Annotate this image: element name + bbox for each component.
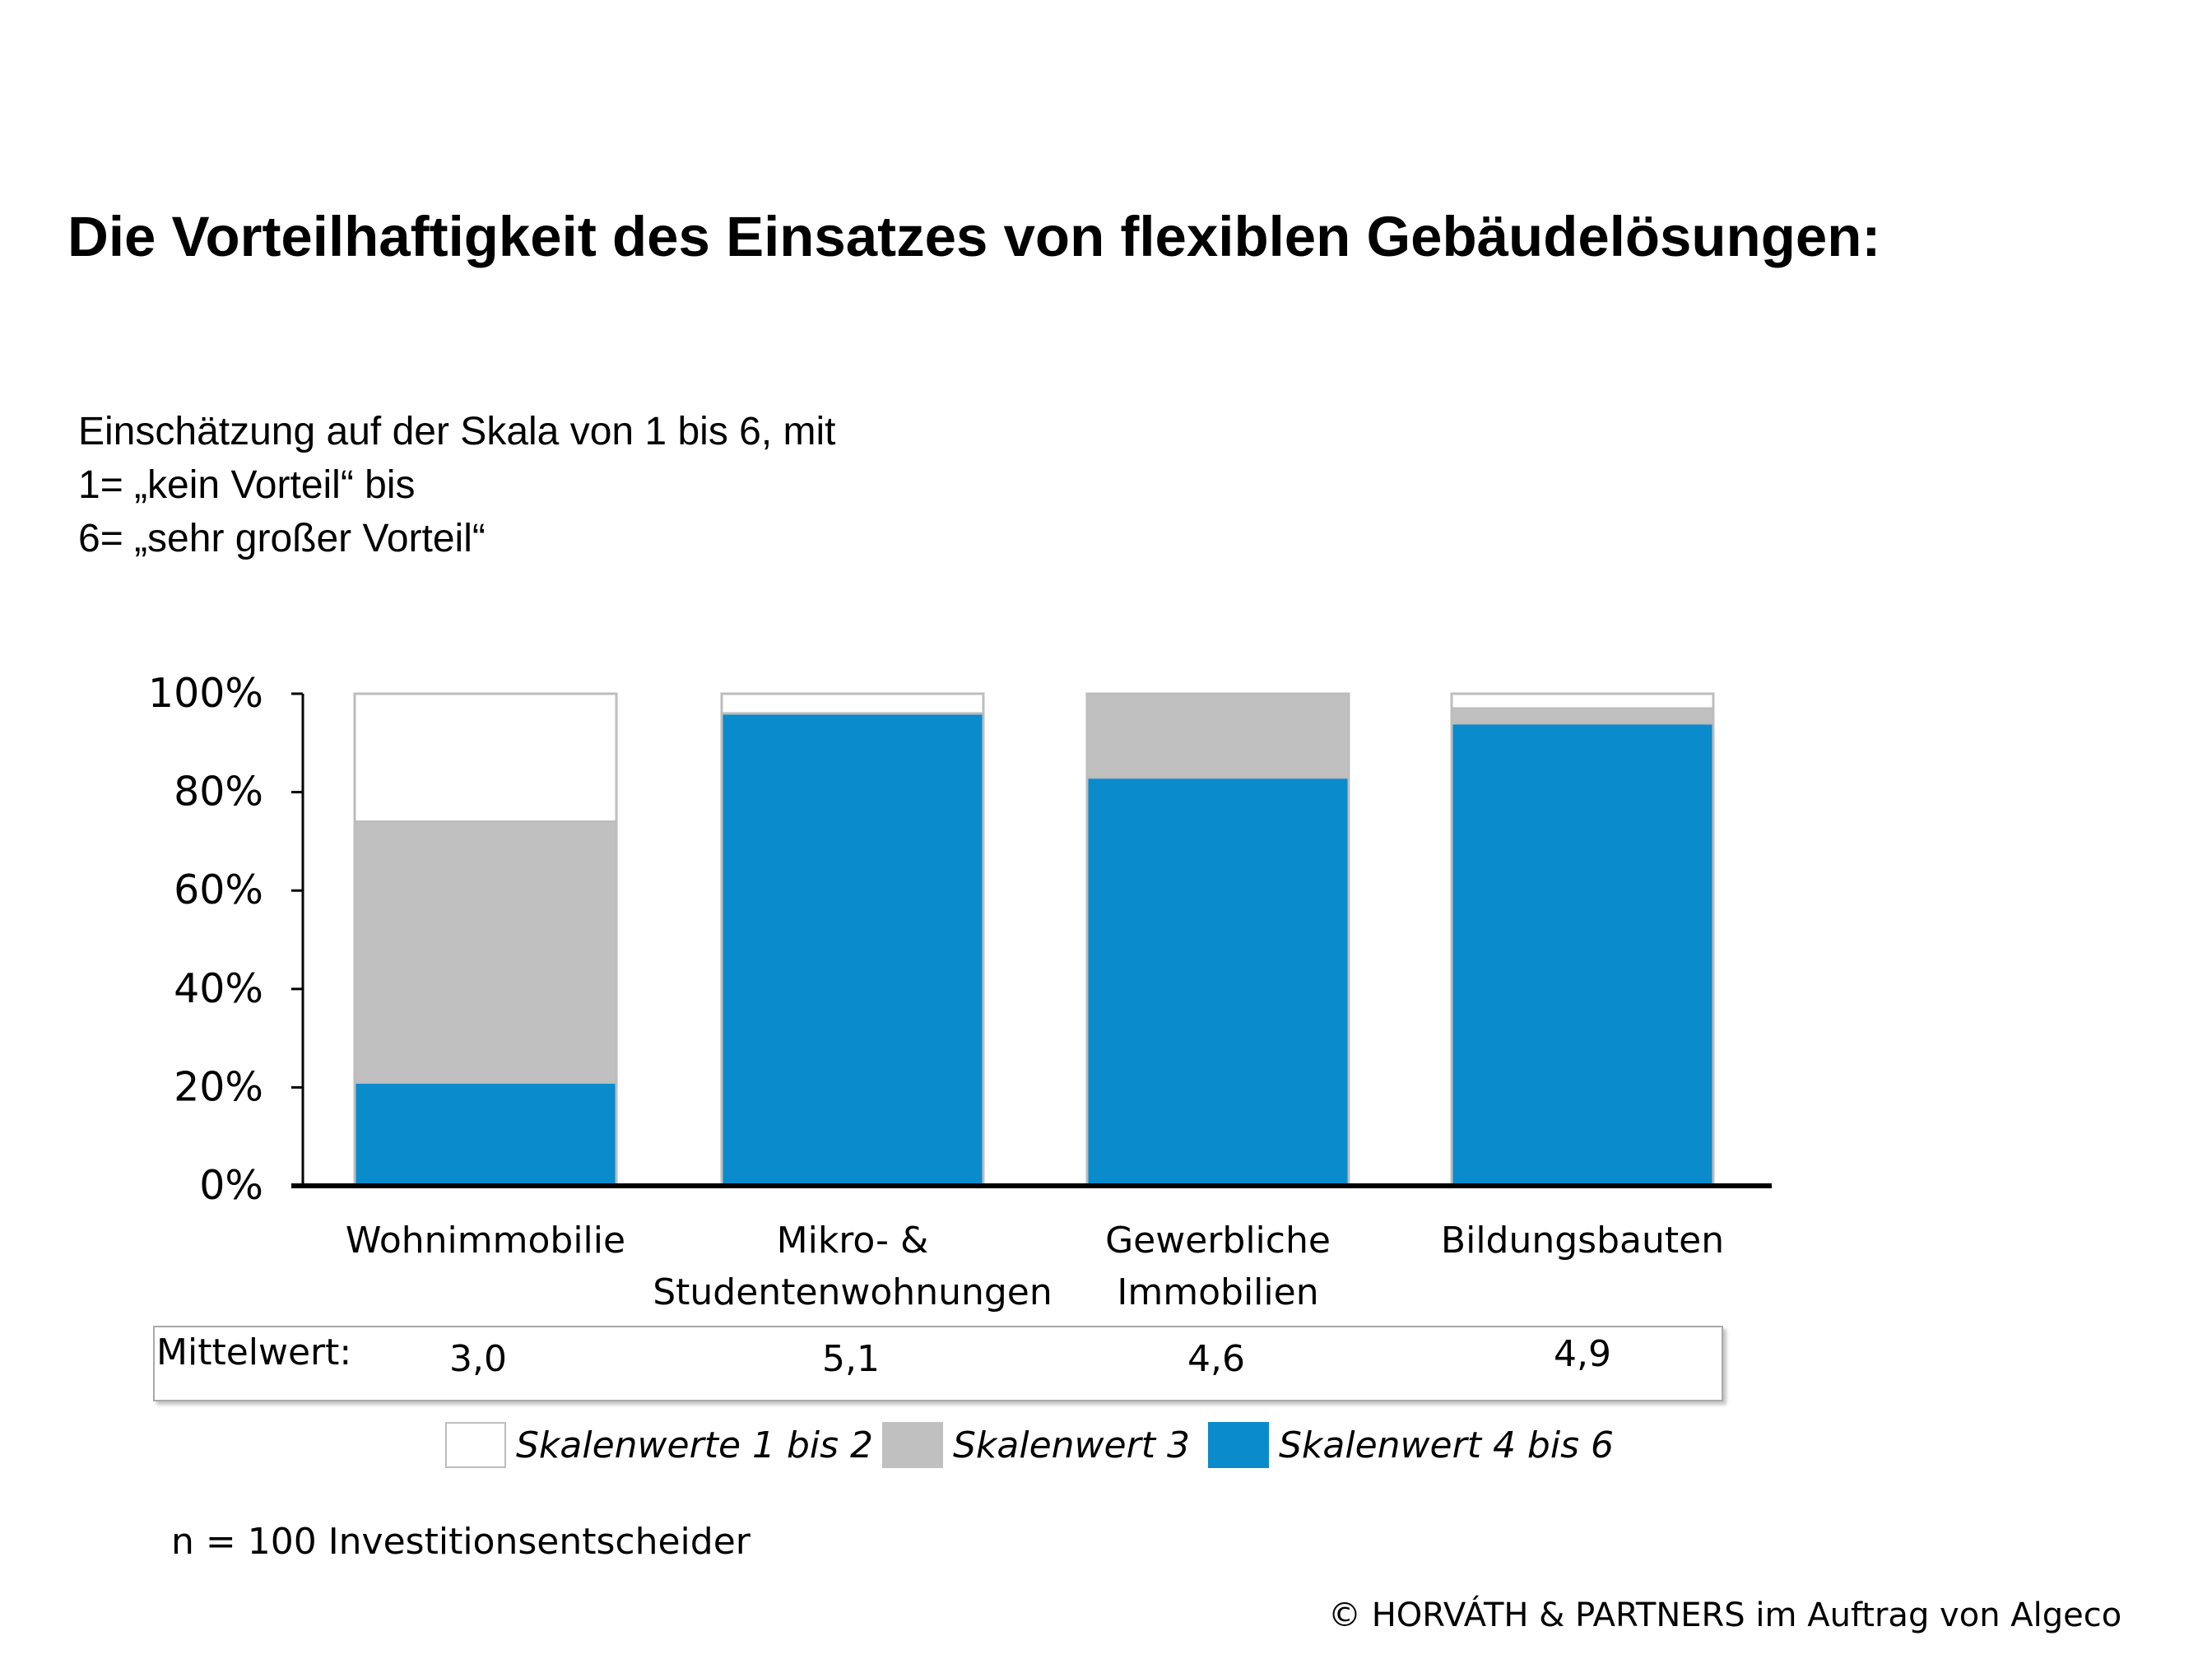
bar-segment — [353, 1080, 618, 1187]
legend-label: Skalenwert 3 — [953, 1424, 1190, 1466]
y-tick-label: 0% — [199, 1162, 263, 1209]
y-tick-label: 20% — [174, 1063, 263, 1110]
legend-label: Skalenwerte 1 bis 2 — [516, 1424, 874, 1466]
y-tick-label: 80% — [174, 769, 263, 816]
legend-swatch — [1208, 1422, 1269, 1468]
x-category-label: Gewerbliche — [1105, 1220, 1331, 1262]
mean-value: 5,1 — [822, 1338, 880, 1380]
scale-description-line: Einschätzung auf der Skala von 1 bis 6, … — [78, 410, 836, 453]
y-tick-label: 60% — [174, 867, 263, 913]
x-category-label: Wohnimmobilie — [346, 1220, 625, 1262]
scale-description-line: 6= „sehr großer Vorteil“ — [78, 517, 486, 560]
x-category-label: Bildungsbauten — [1441, 1220, 1724, 1262]
legend-item-skalenwerte-1-bis-2: Skalenwerte 1 bis 2 — [445, 1422, 873, 1468]
sample-size-note: n = 100 Investitionsentscheider — [171, 1521, 750, 1563]
x-category-label: Mikro- & — [777, 1220, 929, 1262]
legend-item-skalenwert-3: Skalenwert 3 — [882, 1422, 1190, 1468]
bar-segment — [1450, 707, 1715, 725]
y-tick-label: 40% — [174, 965, 263, 1012]
bar-segment — [720, 692, 985, 715]
page-title: Die Vorteilhaftigkeit des Einsatzes von … — [67, 205, 1881, 268]
bar-segment — [353, 692, 618, 823]
mean-value: 4,6 — [1187, 1338, 1245, 1380]
copyright-notice: © HORVÁTH & PARTNERS im Auftrag von Alge… — [1328, 1596, 2122, 1634]
scale-description-line: 1= „kein Vorteil“ bis — [78, 463, 416, 507]
mean-value: 4,9 — [1554, 1333, 1611, 1375]
mean-value: 3,0 — [449, 1338, 507, 1380]
x-category-label: Studentenwohnungen — [653, 1271, 1053, 1313]
scale-description: Einschätzung auf der Skala von 1 bis 6, … — [78, 405, 836, 565]
bar-segment — [1085, 776, 1350, 1187]
legend-swatch — [882, 1422, 943, 1468]
bar-segment — [353, 820, 618, 1084]
bar-segment — [1085, 692, 1350, 779]
legend-item-skalenwert-4-bis-6: Skalenwert 4 bis 6 — [1208, 1422, 1614, 1468]
bar-segment — [1450, 722, 1715, 1187]
mean-values-box — [153, 1326, 1723, 1401]
legend-swatch — [445, 1422, 506, 1468]
legend-label: Skalenwert 4 bis 6 — [1279, 1424, 1614, 1466]
mean-values-label: Mittelwert: — [156, 1331, 352, 1373]
bar-segment — [720, 712, 985, 1187]
bar-segment — [1450, 692, 1715, 710]
y-tick-label: 100% — [148, 670, 263, 717]
x-category-label: Immobilien — [1117, 1271, 1318, 1313]
